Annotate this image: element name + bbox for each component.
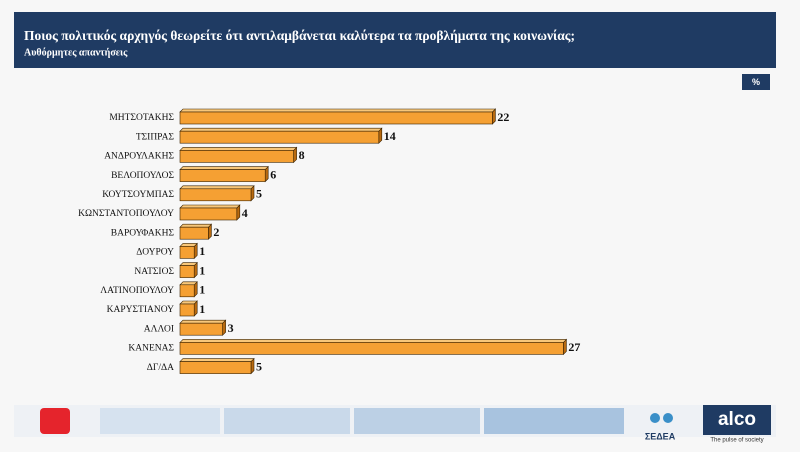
unit-label: %: [752, 77, 760, 87]
category-label: ΝΑΤΣΙΟΣ: [134, 267, 174, 277]
partner-icon: [650, 413, 660, 423]
bar-top: [179, 243, 198, 247]
bar-top: [179, 339, 568, 343]
bar: [179, 265, 195, 278]
category-label: ΜΗΤΣΟΤΑΚΗΣ: [109, 113, 174, 123]
partner-logo: ΣΕΔΕΑ: [645, 431, 676, 441]
bar: [179, 322, 223, 336]
bar-top: [179, 319, 227, 324]
bar-top: [179, 358, 255, 362]
bar-top: [179, 223, 213, 228]
bar-top: [179, 127, 383, 132]
bar: [179, 111, 493, 125]
bar-top: [179, 281, 198, 286]
unit-badge: [742, 74, 770, 90]
value-label: 22: [497, 110, 509, 124]
bar: [179, 188, 252, 202]
chart-subtitle: Αυθόρμητες απαντήσεις: [24, 46, 128, 58]
bar: [179, 246, 195, 259]
category-label: ΚΑΝΕΝΑΣ: [128, 344, 174, 354]
alco-tagline: The pulse of society: [710, 438, 763, 444]
bar: [179, 207, 238, 221]
chart-title: Ποιος πολιτικός αρχηγός θεωρείτε ότι αντ…: [24, 28, 575, 43]
value-label: 1: [199, 244, 205, 258]
category-label: ΚΟΥΤΣΟΥΜΠΑΣ: [102, 190, 174, 200]
value-label: 1: [199, 263, 205, 277]
value-label: 5: [256, 187, 262, 201]
value-label: 2: [213, 225, 219, 239]
alco-logo: alco: [718, 409, 756, 430]
bar-top: [179, 108, 497, 113]
value-label: 4: [242, 206, 248, 220]
category-label: ΑΛΛΟΙ: [144, 324, 174, 334]
value-label: 14: [384, 129, 396, 143]
value-label: 5: [256, 359, 262, 373]
category-label: ΒΑΡΟΥΦΑΚΗΣ: [111, 228, 175, 238]
value-label: 6: [270, 167, 276, 181]
bar-top: [179, 262, 198, 266]
category-label: ΑΝΔΡΟΥΛΑΚΗΣ: [104, 152, 174, 162]
category-label: ΔΟΥΡΟΥ: [136, 248, 174, 258]
value-label: 1: [199, 283, 205, 297]
bar: [179, 342, 564, 355]
bar: [179, 130, 380, 144]
footer-panel: [100, 408, 220, 434]
category-label: ΤΣΙΠΡΑΣ: [136, 132, 175, 142]
value-label: 1: [199, 302, 205, 316]
bar-top: [179, 166, 269, 170]
category-label: ΚΑΡΥΣΤΙΑΝΟΥ: [107, 305, 174, 315]
category-label: ΔΓ/ΔΑ: [147, 363, 174, 373]
bar: [179, 150, 294, 163]
bar: [179, 303, 195, 317]
category-label: ΒΕΛΟΠΟΥΛΟΣ: [111, 171, 174, 181]
channel-logo: [40, 408, 70, 434]
category-label: ΛΑΤΙΝΟΠΟΥΛΟΥ: [100, 286, 174, 296]
header-bar: [14, 12, 776, 68]
footer-panel: [354, 408, 480, 434]
value-label: 8: [299, 148, 305, 162]
bar-top: [179, 185, 255, 190]
bar-top: [179, 300, 198, 305]
bar: [179, 361, 252, 374]
bar: [179, 284, 195, 298]
value-label: 27: [568, 340, 580, 354]
category-label: ΚΩΝΣΤΑΝΤΟΠΟΥΛΟΥ: [78, 209, 174, 219]
bar: [179, 169, 266, 182]
partner-icon: [663, 413, 673, 423]
alco-logo-box: [703, 405, 771, 435]
footer-panel: [484, 408, 624, 434]
bar: [179, 226, 209, 240]
footer-panel: [224, 408, 350, 434]
bar-top: [179, 147, 298, 151]
value-label: 3: [228, 321, 234, 335]
bar-top: [179, 204, 241, 209]
